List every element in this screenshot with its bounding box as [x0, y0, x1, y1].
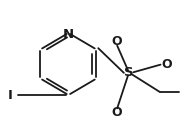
Text: O: O — [111, 106, 122, 119]
Text: S: S — [124, 66, 134, 79]
Text: O: O — [162, 57, 172, 71]
Text: O: O — [111, 35, 122, 48]
Text: N: N — [63, 28, 74, 41]
Text: I: I — [8, 89, 13, 102]
